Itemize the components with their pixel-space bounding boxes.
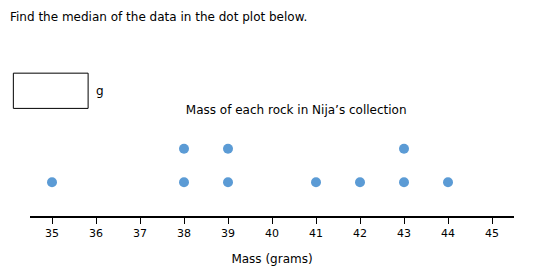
- svg-text:39: 39: [221, 227, 235, 240]
- svg-text:40: 40: [265, 227, 279, 240]
- svg-text:42: 42: [353, 227, 367, 240]
- svg-text:35: 35: [45, 227, 59, 240]
- svg-text:Find the median of the data in: Find the median of the data in the dot p…: [10, 10, 307, 24]
- svg-text:Mass (grams): Mass (grams): [231, 252, 312, 266]
- svg-text:36: 36: [89, 227, 103, 240]
- svg-text:41: 41: [309, 227, 323, 240]
- svg-text:Mass of each rock in Nija’s co: Mass of each rock in Nija’s collection: [186, 103, 407, 117]
- svg-text:43: 43: [397, 227, 411, 240]
- svg-text:g: g: [96, 84, 104, 98]
- svg-text:44: 44: [441, 227, 455, 240]
- svg-text:45: 45: [485, 227, 499, 240]
- svg-text:37: 37: [133, 227, 147, 240]
- svg-text:38: 38: [177, 227, 191, 240]
